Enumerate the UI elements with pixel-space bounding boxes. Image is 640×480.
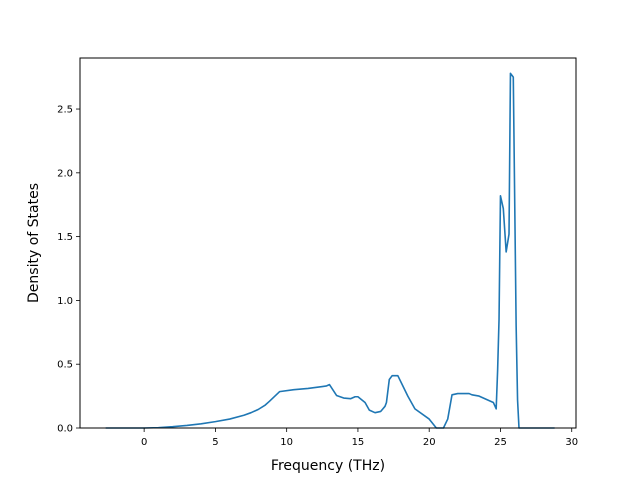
dos-series-line-0 <box>105 72 555 429</box>
y-tick-label: 1.5 <box>57 232 73 243</box>
y-tick-label: 1.0 <box>57 296 73 307</box>
plot-frame <box>79 57 577 429</box>
x-tick-label: 25 <box>494 437 507 448</box>
y-axis-label: Density of States <box>26 183 42 303</box>
x-axis-label: Frequency (THz) <box>271 458 385 474</box>
ticks-layer: 0 5 10 15 20 25 30 0.0 0.5 1.0 1.5 2.0 2.5 <box>57 105 578 448</box>
y-tick-label: 2.0 <box>57 168 73 179</box>
x-tick-label: 5 <box>212 437 218 448</box>
y-tick-label: 0.5 <box>57 360 73 371</box>
x-tick-label: 10 <box>280 437 293 448</box>
plot-area <box>80 58 576 428</box>
x-tick-label: 0 <box>141 437 147 448</box>
series-layer <box>105 72 555 429</box>
y-tick-label: 2.5 <box>57 105 73 116</box>
x-tick-label: 20 <box>423 437 436 448</box>
x-tick-label: 30 <box>565 437 578 448</box>
y-tick-label: 0.0 <box>57 424 73 435</box>
x-tick-label: 15 <box>352 437 365 448</box>
